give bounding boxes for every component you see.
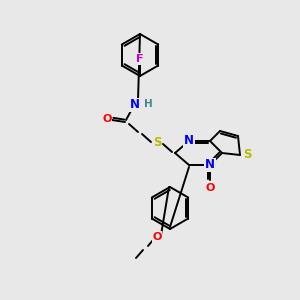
Text: S: S (243, 148, 251, 161)
Text: O: O (205, 183, 215, 193)
Text: N: N (184, 134, 194, 148)
Text: O: O (102, 114, 112, 124)
Text: N: N (205, 158, 215, 172)
Text: O: O (152, 232, 162, 242)
Text: S: S (153, 136, 161, 149)
Text: H: H (144, 99, 152, 109)
Text: N: N (130, 98, 140, 112)
Text: F: F (136, 54, 144, 64)
